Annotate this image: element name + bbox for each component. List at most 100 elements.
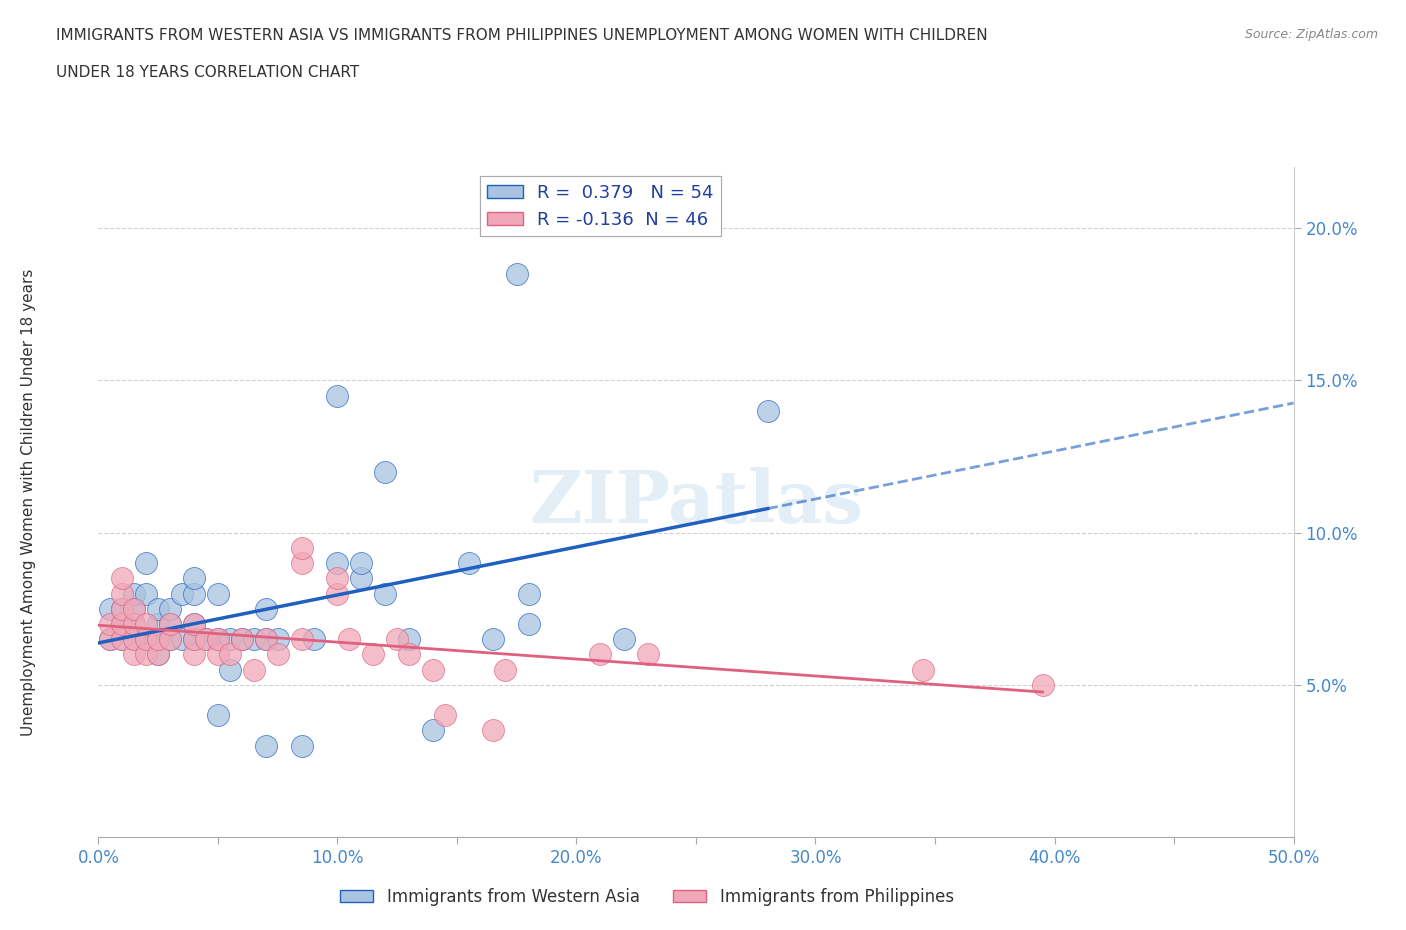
Point: [337, 631, 360, 646]
Point: [135, 631, 157, 646]
Point: [111, 631, 134, 646]
Point: [124, 602, 146, 617]
Point: [98, 631, 122, 646]
Point: [756, 404, 779, 418]
Point: [111, 602, 134, 617]
Point: [458, 555, 481, 570]
Point: [231, 631, 253, 646]
Point: [183, 647, 205, 662]
Point: [135, 631, 157, 646]
Point: [290, 555, 312, 570]
Point: [398, 647, 420, 662]
Point: [326, 571, 349, 586]
Text: Source: ZipAtlas.com: Source: ZipAtlas.com: [1244, 28, 1378, 41]
Point: [506, 267, 529, 282]
Point: [148, 631, 170, 646]
Point: [207, 647, 229, 662]
Point: [135, 617, 157, 631]
Point: [374, 586, 396, 601]
Point: [148, 647, 170, 662]
Point: [254, 631, 277, 646]
Point: [207, 631, 229, 646]
Text: Unemployment Among Women with Children Under 18 years: Unemployment Among Women with Children U…: [21, 269, 35, 736]
Point: [98, 617, 122, 631]
Point: [98, 631, 122, 646]
Point: [517, 617, 540, 631]
Text: UNDER 18 YEARS CORRELATION CHART: UNDER 18 YEARS CORRELATION CHART: [56, 65, 360, 80]
Point: [183, 631, 205, 646]
Point: [111, 602, 134, 617]
Point: [135, 647, 157, 662]
Point: [124, 631, 146, 646]
Point: [290, 631, 312, 646]
Point: [183, 617, 205, 631]
Point: [481, 631, 505, 646]
Point: [207, 631, 229, 646]
Point: [98, 602, 122, 617]
Point: [124, 617, 146, 631]
Point: [267, 647, 290, 662]
Point: [172, 631, 194, 646]
Point: [111, 586, 134, 601]
Point: [422, 723, 444, 737]
Point: [243, 631, 266, 646]
Legend: R =  0.379   N = 54, R = -0.136  N = 46: R = 0.379 N = 54, R = -0.136 N = 46: [479, 177, 721, 236]
Point: [183, 586, 205, 601]
Point: [194, 631, 217, 646]
Point: [124, 647, 146, 662]
Text: ZIPatlas: ZIPatlas: [529, 467, 863, 538]
Point: [267, 631, 290, 646]
Point: [159, 617, 181, 631]
Point: [254, 738, 277, 753]
Point: [183, 571, 205, 586]
Point: [183, 631, 205, 646]
Point: [159, 631, 181, 646]
Point: [219, 631, 242, 646]
Point: [422, 662, 444, 677]
Point: [111, 571, 134, 586]
Point: [243, 662, 266, 677]
Point: [135, 555, 157, 570]
Point: [219, 647, 242, 662]
Point: [350, 571, 373, 586]
Point: [111, 617, 134, 631]
Point: [172, 586, 194, 601]
Point: [194, 631, 217, 646]
Point: [290, 540, 312, 555]
Point: [124, 586, 146, 601]
Point: [148, 617, 170, 631]
Point: [363, 647, 385, 662]
Point: [124, 617, 146, 631]
Point: [148, 631, 170, 646]
Point: [637, 647, 659, 662]
Point: [302, 631, 325, 646]
Point: [159, 617, 181, 631]
Point: [613, 631, 636, 646]
Point: [398, 631, 420, 646]
Point: [124, 602, 146, 617]
Point: [1032, 677, 1054, 692]
Point: [111, 631, 134, 646]
Point: [207, 586, 229, 601]
Point: [290, 738, 312, 753]
Point: [183, 617, 205, 631]
Point: [517, 586, 540, 601]
Point: [481, 723, 505, 737]
Legend: Immigrants from Western Asia, Immigrants from Philippines: Immigrants from Western Asia, Immigrants…: [333, 881, 960, 912]
Point: [326, 555, 349, 570]
Point: [254, 602, 277, 617]
Point: [231, 631, 253, 646]
Point: [494, 662, 516, 677]
Point: [254, 631, 277, 646]
Point: [159, 631, 181, 646]
Point: [911, 662, 934, 677]
Point: [385, 631, 409, 646]
Point: [433, 708, 456, 723]
Point: [374, 464, 396, 479]
Point: [350, 555, 373, 570]
Point: [326, 388, 349, 403]
Point: [148, 647, 170, 662]
Text: IMMIGRANTS FROM WESTERN ASIA VS IMMIGRANTS FROM PHILIPPINES UNEMPLOYMENT AMONG W: IMMIGRANTS FROM WESTERN ASIA VS IMMIGRAN…: [56, 28, 988, 43]
Point: [207, 708, 229, 723]
Point: [589, 647, 612, 662]
